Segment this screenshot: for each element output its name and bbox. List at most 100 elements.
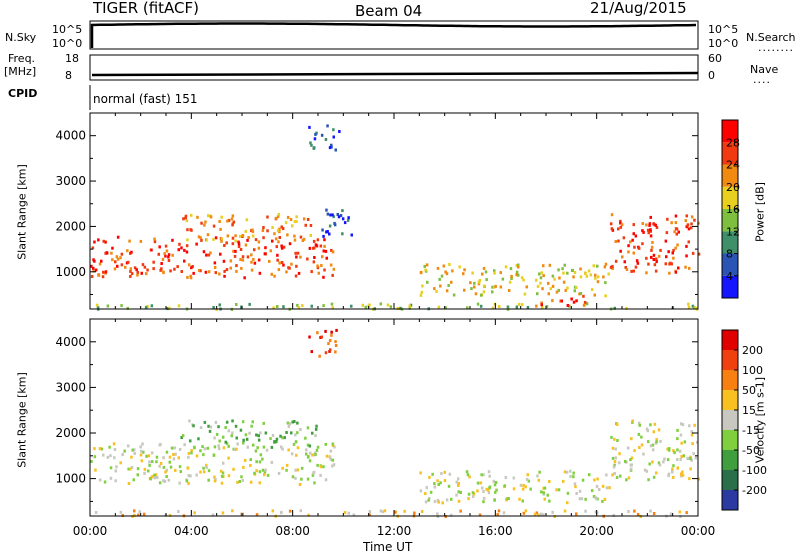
echo-cell bbox=[241, 479, 244, 482]
echo-cell bbox=[647, 440, 650, 444]
echo-cell bbox=[249, 458, 252, 462]
echo-cell bbox=[257, 434, 260, 438]
echo-cell bbox=[152, 260, 155, 264]
echo-cell bbox=[672, 475, 675, 479]
echo-cell bbox=[596, 477, 599, 481]
echo-cell bbox=[168, 306, 171, 310]
echo-cell bbox=[119, 256, 122, 260]
echo-cell bbox=[457, 482, 460, 485]
echo-cell bbox=[521, 499, 524, 503]
echo-cell bbox=[324, 478, 328, 482]
echo-cell bbox=[468, 475, 471, 479]
echo-cell bbox=[501, 277, 505, 281]
echo-cell bbox=[167, 259, 171, 262]
y-tick-label: 1000 bbox=[55, 472, 86, 486]
echo-cell bbox=[679, 457, 682, 461]
echo-cell bbox=[492, 479, 495, 483]
nave-label: Nave bbox=[750, 63, 779, 76]
echo-cell bbox=[472, 495, 475, 498]
echo-cell bbox=[180, 246, 183, 250]
echo-cell bbox=[212, 237, 215, 241]
echo-cell bbox=[680, 441, 683, 445]
echo-cell bbox=[485, 278, 488, 282]
echo-cell bbox=[143, 467, 147, 471]
echo-cell bbox=[100, 259, 103, 263]
echo-cell bbox=[625, 268, 629, 271]
echo-cell bbox=[205, 466, 208, 469]
echo-cell bbox=[692, 452, 695, 456]
echo-cell bbox=[328, 339, 332, 342]
echo-cell bbox=[258, 470, 262, 474]
echo-cell bbox=[549, 287, 552, 291]
echo-cell bbox=[186, 228, 189, 232]
echo-cell bbox=[239, 248, 243, 251]
echo-cell bbox=[295, 220, 298, 223]
echo-cell bbox=[300, 466, 304, 470]
echo-cell bbox=[278, 227, 281, 231]
echo-cell bbox=[266, 229, 269, 233]
echo-cell bbox=[684, 219, 687, 223]
echo-cell bbox=[674, 270, 678, 274]
echo-cell bbox=[131, 448, 134, 452]
echo-cell bbox=[542, 274, 545, 278]
echo-cell bbox=[312, 246, 315, 250]
echo-cell bbox=[311, 431, 314, 435]
echo-cell bbox=[506, 497, 509, 500]
echo-cell bbox=[368, 510, 372, 514]
echo-cell bbox=[257, 258, 261, 262]
echo-cell bbox=[540, 512, 543, 516]
echo-cell bbox=[140, 271, 143, 275]
echo-cell bbox=[696, 440, 699, 444]
echo-cell bbox=[127, 482, 131, 485]
echo-cell bbox=[268, 259, 271, 263]
echo-cell bbox=[286, 215, 290, 219]
echo-cell bbox=[309, 234, 312, 237]
echo-cell bbox=[130, 272, 134, 276]
echo-cell bbox=[619, 474, 622, 478]
colorbar-swatch bbox=[722, 142, 738, 165]
echo-cell bbox=[676, 458, 679, 461]
echo-cell bbox=[186, 275, 189, 279]
echo-cell bbox=[437, 483, 440, 486]
echo-cell bbox=[230, 217, 234, 221]
echo-cell bbox=[512, 476, 516, 480]
echo-cell bbox=[635, 259, 639, 263]
echo-cell bbox=[232, 467, 235, 471]
echo-cell bbox=[290, 262, 293, 266]
echo-cell bbox=[241, 255, 245, 259]
echo-cell bbox=[276, 305, 279, 308]
echo-cell bbox=[316, 331, 319, 335]
echo-cell bbox=[103, 480, 107, 484]
echo-cell bbox=[232, 220, 236, 224]
echo-cell bbox=[332, 215, 335, 219]
echo-cell bbox=[686, 223, 690, 227]
echo-cell bbox=[573, 289, 576, 293]
echo-cell bbox=[263, 473, 266, 477]
echo-cell bbox=[676, 428, 679, 432]
colorbar-swatch bbox=[722, 164, 738, 187]
echo-cell bbox=[527, 479, 531, 483]
echo-cell bbox=[280, 261, 284, 264]
echo-cell bbox=[436, 266, 440, 270]
echo-cell bbox=[435, 290, 438, 293]
echo-cell bbox=[142, 512, 146, 516]
echo-cell bbox=[165, 450, 169, 454]
echo-cell bbox=[218, 220, 221, 223]
echo-cell bbox=[467, 497, 470, 501]
colorbar-tick-label: 100 bbox=[742, 364, 763, 377]
echo-cell bbox=[308, 125, 311, 129]
x-tick-label: 08:00 bbox=[275, 524, 310, 538]
echo-cell bbox=[176, 265, 179, 269]
echo-cell bbox=[168, 513, 172, 517]
echo-cell bbox=[271, 226, 274, 229]
echo-cell bbox=[664, 239, 668, 243]
echo-cell bbox=[241, 420, 245, 424]
echo-cell bbox=[110, 251, 113, 255]
echo-cell bbox=[329, 213, 332, 217]
echo-cell bbox=[497, 509, 501, 513]
echo-cell bbox=[240, 266, 243, 270]
echo-cell bbox=[306, 426, 310, 430]
echo-cell bbox=[203, 447, 207, 451]
echo-cell bbox=[275, 440, 278, 444]
echo-cell bbox=[200, 221, 203, 225]
